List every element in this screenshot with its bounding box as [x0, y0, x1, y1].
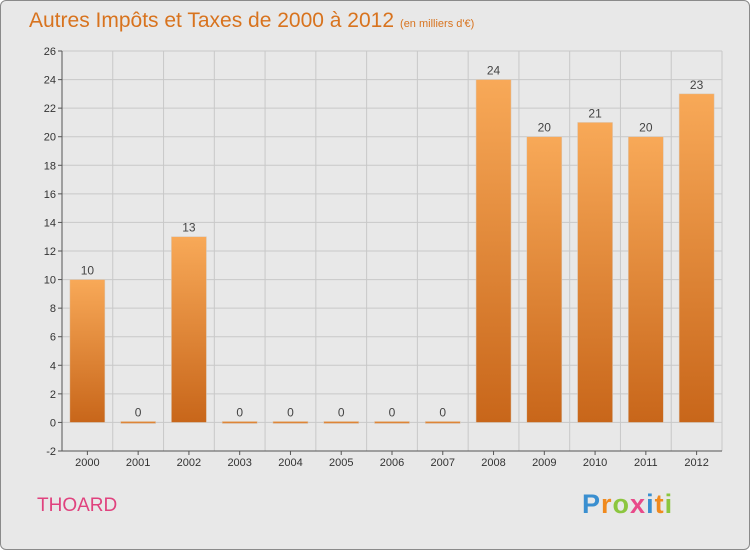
y-tick-label: 12 — [44, 246, 56, 258]
bar — [323, 421, 359, 424]
logo-letter: o — [612, 489, 631, 519]
bar — [171, 236, 207, 423]
data-label: 0 — [236, 405, 243, 419]
x-tick-label: 2004 — [278, 457, 302, 469]
data-label: 0 — [287, 405, 294, 419]
x-tick-label: 2006 — [380, 457, 404, 469]
data-label: 0 — [135, 405, 142, 419]
data-label: 20 — [538, 121, 552, 135]
y-tick-label: 8 — [50, 303, 56, 315]
y-tick-label: 14 — [44, 217, 56, 229]
x-tick-label: 2000 — [75, 457, 99, 469]
data-label: 23 — [690, 78, 704, 92]
logo-letter: x — [630, 489, 647, 519]
x-tick-label: 2011 — [634, 457, 658, 469]
logo-letter: P — [582, 489, 602, 519]
x-tick-label: 2007 — [431, 457, 455, 469]
y-tick-label: 10 — [44, 275, 56, 287]
data-label: 24 — [487, 64, 501, 78]
bar — [272, 421, 309, 424]
y-tick-label: 4 — [50, 360, 56, 372]
y-tick-label: 20 — [44, 132, 56, 144]
bar — [678, 93, 715, 423]
x-tick-label: 2005 — [329, 457, 353, 469]
data-label: 20 — [639, 121, 653, 135]
logo-letter: t — [654, 489, 665, 519]
y-tick-label: 6 — [50, 332, 56, 344]
bar — [69, 279, 106, 423]
data-label: 21 — [588, 106, 602, 120]
y-tick-label: 26 — [44, 46, 56, 58]
y-tick-label: 24 — [44, 75, 56, 87]
x-tick-label: 2001 — [126, 457, 150, 469]
data-label: 0 — [439, 405, 446, 419]
bar — [475, 79, 512, 423]
bar — [526, 136, 563, 423]
x-tick-label: 2003 — [227, 457, 251, 469]
data-label: 0 — [389, 405, 396, 419]
proxiti-logo: Proxiti — [582, 489, 673, 520]
logo-letter: i — [646, 489, 655, 519]
x-tick-label: 2008 — [481, 457, 505, 469]
data-labels: 10 0 13 0 0 0 0 0 24 20 21 20 23 — [81, 64, 704, 420]
y-tick-label: 2 — [50, 389, 56, 401]
x-tick-label: 2002 — [177, 457, 201, 469]
bar — [221, 421, 258, 424]
x-tick-label: 2012 — [684, 457, 708, 469]
logo-letter: i — [664, 489, 674, 519]
y-tick-label: -2 — [46, 446, 56, 458]
chart-title: Autres Impôts et Taxes de 2000 à 2012 (en… — [29, 9, 474, 33]
y-tick-label: 18 — [44, 160, 56, 172]
y-tick-label: 16 — [44, 189, 56, 201]
data-label: 0 — [338, 405, 345, 419]
y-tick-label: 22 — [44, 103, 56, 115]
y-tick-label: 0 — [50, 417, 56, 429]
bars — [69, 79, 715, 424]
x-tick-label: 2010 — [583, 457, 607, 469]
x-tick-label: 2009 — [532, 457, 556, 469]
data-label: 13 — [182, 221, 196, 235]
title-text: Autres Impôts et Taxes de 2000 à 2012 — [29, 9, 395, 32]
title-unit: (en milliers d'€) — [400, 18, 475, 30]
data-label: 10 — [81, 264, 95, 278]
commune-name: THOARD — [37, 495, 118, 516]
grid-lines — [61, 50, 723, 452]
logo-letter: r — [601, 489, 613, 519]
bar — [425, 421, 461, 424]
bar — [577, 122, 613, 423]
bar — [120, 421, 156, 424]
bar — [628, 136, 664, 423]
bar — [374, 421, 410, 424]
